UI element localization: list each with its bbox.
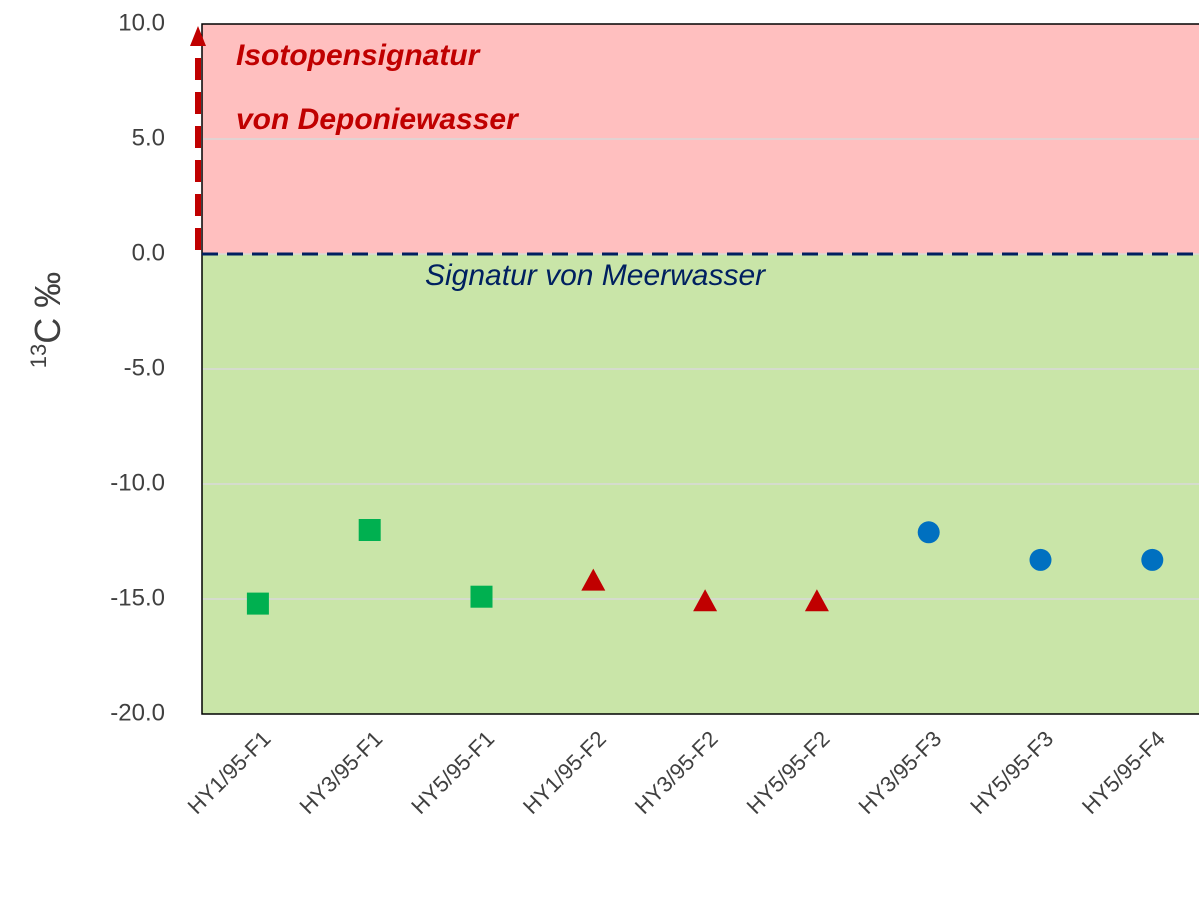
y-tick-label: 10.0 <box>118 9 165 36</box>
y-label: C ‰ <box>27 272 68 344</box>
y-tick-label: -20.0 <box>110 699 165 726</box>
y-tick-label: -15.0 <box>110 584 165 611</box>
arrow-head <box>190 26 206 46</box>
annotation: Isotopensignatur <box>236 39 482 72</box>
y-label-superscript: 13 <box>26 344 51 368</box>
marker <box>246 592 269 615</box>
annotation: von Deponiewasser <box>236 103 520 136</box>
y-tick-label: -5.0 <box>124 354 165 381</box>
plot-area <box>201 23 1199 715</box>
marker <box>470 585 493 608</box>
x-tick-label: HY1/95-F2 <box>518 726 611 819</box>
marker <box>581 568 606 591</box>
x-tick-label: HY5/95-F4 <box>1077 726 1170 819</box>
marker <box>1029 548 1052 571</box>
y-tick-label: 5.0 <box>132 124 165 151</box>
x-tick-label: HY3/95-F1 <box>294 726 387 819</box>
y-axis-label: 13C ‰ <box>26 272 68 368</box>
marker <box>1141 548 1164 571</box>
x-tick-label: HY5/95-F2 <box>742 726 835 819</box>
x-tick-label: HY5/95-F1 <box>406 726 499 819</box>
marker <box>804 589 829 612</box>
x-tick-label: HY1/95-F1 <box>183 726 276 819</box>
y-tick-label: -10.0 <box>110 469 165 496</box>
annotation: Signatur von Meerwasser <box>425 259 766 292</box>
plot-border <box>201 23 1199 715</box>
marker <box>917 521 940 544</box>
x-tick-label: HY3/95-F3 <box>853 726 946 819</box>
x-tick-label: HY3/95-F2 <box>630 726 723 819</box>
y-tick-label: 0.0 <box>132 239 165 266</box>
x-tick-label: HY5/95-F3 <box>965 726 1058 819</box>
marker <box>693 589 718 612</box>
marker <box>358 519 381 541</box>
